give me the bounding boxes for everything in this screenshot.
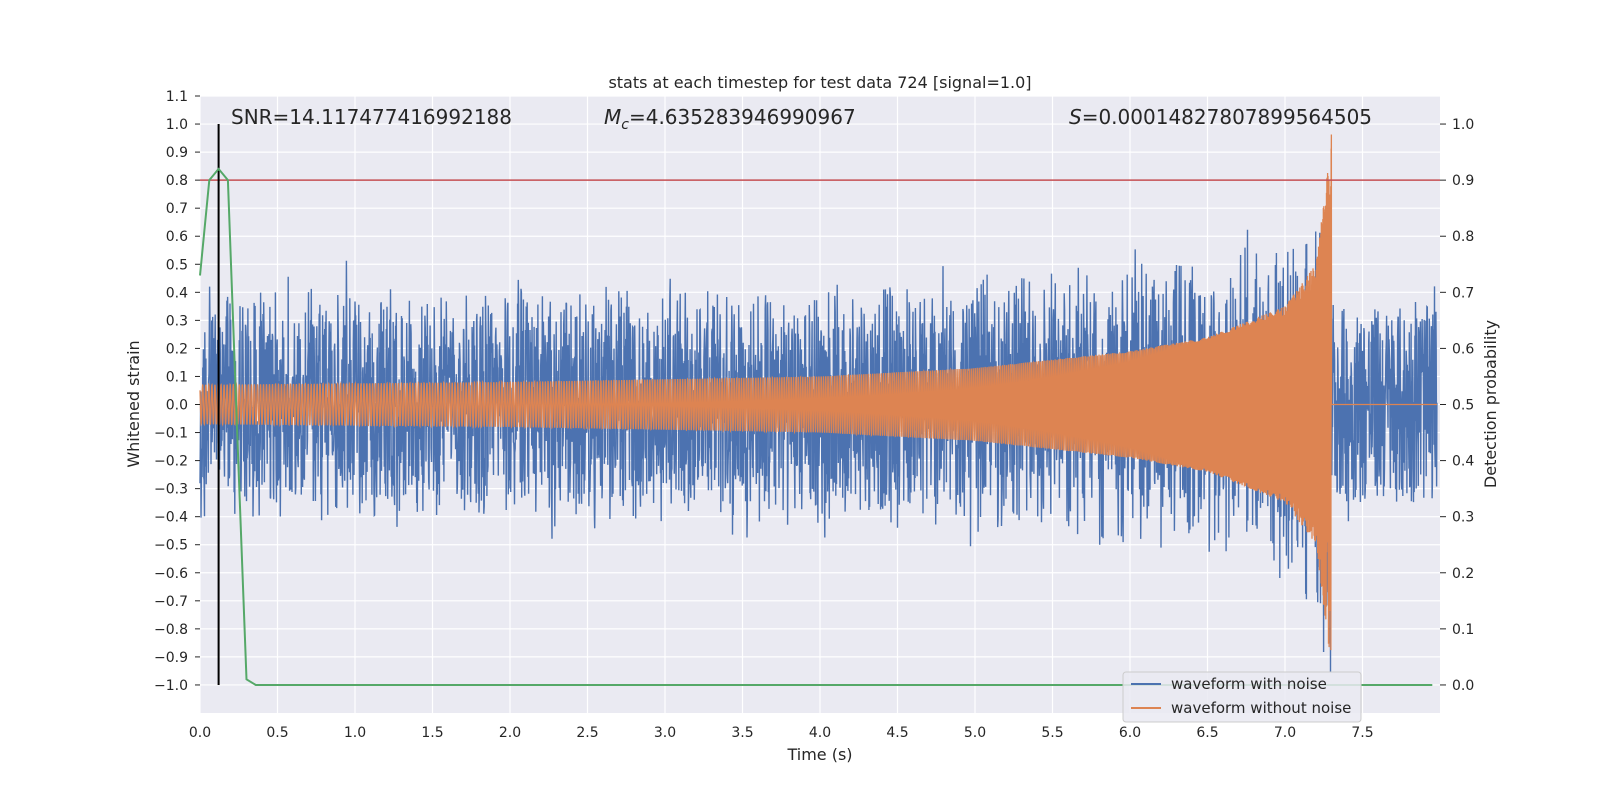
x-tick-label: 1.5 — [421, 725, 443, 741]
y-left-tick-label: 0.1 — [166, 369, 188, 385]
mc-annotation: Mc=4.635283946990967 — [604, 105, 856, 133]
x-tick-label: 3.0 — [654, 725, 676, 741]
mc-value: =4.635283946990967 — [629, 105, 856, 129]
legend-box — [1122, 671, 1362, 723]
y-left-tick-label: −0.8 — [154, 622, 188, 638]
x-tick-label: 2.0 — [499, 725, 521, 741]
y-left-tick-label: −0.5 — [154, 538, 188, 554]
y-axis-label-left: Whitened strain — [124, 340, 143, 467]
legend: waveform with noise waveform without noi… — [1122, 671, 1362, 723]
y-right-tick-label: 0.5 — [1452, 398, 1474, 414]
y-axis-label-right: Detection probability — [1481, 320, 1500, 488]
mc-symbol: M — [604, 105, 621, 129]
y-right-tick-label: 0.0 — [1452, 678, 1474, 694]
series-waveform-without-noise — [199, 134, 1437, 651]
y-left-tick-label: 0.3 — [166, 313, 188, 329]
y-left-tick-label: 0.0 — [166, 398, 188, 414]
legend-label-clean: waveform without noise — [1171, 699, 1351, 717]
chart-title: stats at each timestep for test data 724… — [608, 73, 1031, 92]
y-right-tick-label: 0.3 — [1452, 510, 1474, 526]
y-left-tick-label: −0.2 — [154, 454, 188, 470]
y-left-tick-label: 0.4 — [166, 285, 188, 301]
x-tick-label: 4.0 — [809, 725, 831, 741]
y-left-tick-label: −0.3 — [154, 482, 188, 498]
snr-annotation: SNR=14.117477416992188 — [231, 105, 512, 129]
y-left-tick-label: 0.6 — [166, 229, 188, 245]
y-right-tick-label: 1.0 — [1452, 117, 1474, 133]
x-tick-label: 1.0 — [344, 725, 366, 741]
x-tick-label: 7.0 — [1274, 725, 1296, 741]
x-tick-label: 3.5 — [731, 725, 753, 741]
x-tick-label: 0.0 — [189, 725, 211, 741]
x-tick-label: 6.5 — [1196, 725, 1218, 741]
y-left-tick-label: 0.8 — [166, 173, 188, 189]
y-left-tick-label: 1.0 — [166, 117, 188, 133]
y-right-tick-label: 0.1 — [1452, 622, 1474, 638]
y-right-tick-label: 0.2 — [1452, 566, 1474, 582]
y-right-tick-label: 0.6 — [1452, 341, 1474, 357]
y-left-tick-label: 0.2 — [166, 341, 188, 357]
legend-label-noise: waveform with noise — [1171, 675, 1327, 693]
x-tick-label: 6.0 — [1119, 725, 1141, 741]
y-left-tick-label: −0.6 — [154, 566, 188, 582]
x-tick-label: 2.5 — [576, 725, 598, 741]
y-left-tick-label: 0.7 — [166, 201, 188, 217]
y-left-tick-label: 1.1 — [166, 89, 188, 105]
y-right-tick-label: 0.9 — [1452, 173, 1474, 189]
x-tick-label: 7.5 — [1351, 725, 1373, 741]
y-left-tick-label: −0.7 — [154, 594, 188, 610]
x-tick-label: 5.5 — [1041, 725, 1063, 741]
y-right-tick-label: 0.4 — [1452, 454, 1474, 470]
x-tick-label: 0.5 — [266, 725, 288, 741]
mc-subscript: c — [621, 117, 629, 133]
y-right-tick-label: 0.8 — [1452, 229, 1474, 245]
s-annotation: S=0.00014827807899564505 — [1069, 105, 1372, 129]
y-left-tick-label: −0.4 — [154, 510, 188, 526]
tick-labels: 0.0 0.5 1.0 1.5 2.0 2.5 3.0 3.5 4.0 4.5 5.0 5.5 6.0 6… — [154, 89, 1474, 741]
s-value: =0.00014827807899564505 — [1082, 105, 1372, 129]
y-left-tick-label: 0.9 — [166, 145, 188, 161]
overlay-lines — [200, 124, 1440, 685]
s-symbol: S — [1069, 105, 1082, 129]
x-tick-label: 5.0 — [964, 725, 986, 741]
y-right-tick-label: 0.7 — [1452, 285, 1474, 301]
x-axis-label: Time (s) — [786, 745, 852, 764]
y-left-tick-label: 0.5 — [166, 257, 188, 273]
y-left-tick-label: −0.9 — [154, 650, 188, 666]
y-left-tick-label: −1.0 — [154, 678, 188, 694]
clean-waveform-line — [199, 134, 1437, 651]
y-left-tick-label: −0.1 — [154, 426, 188, 442]
x-tick-label: 4.5 — [886, 725, 908, 741]
